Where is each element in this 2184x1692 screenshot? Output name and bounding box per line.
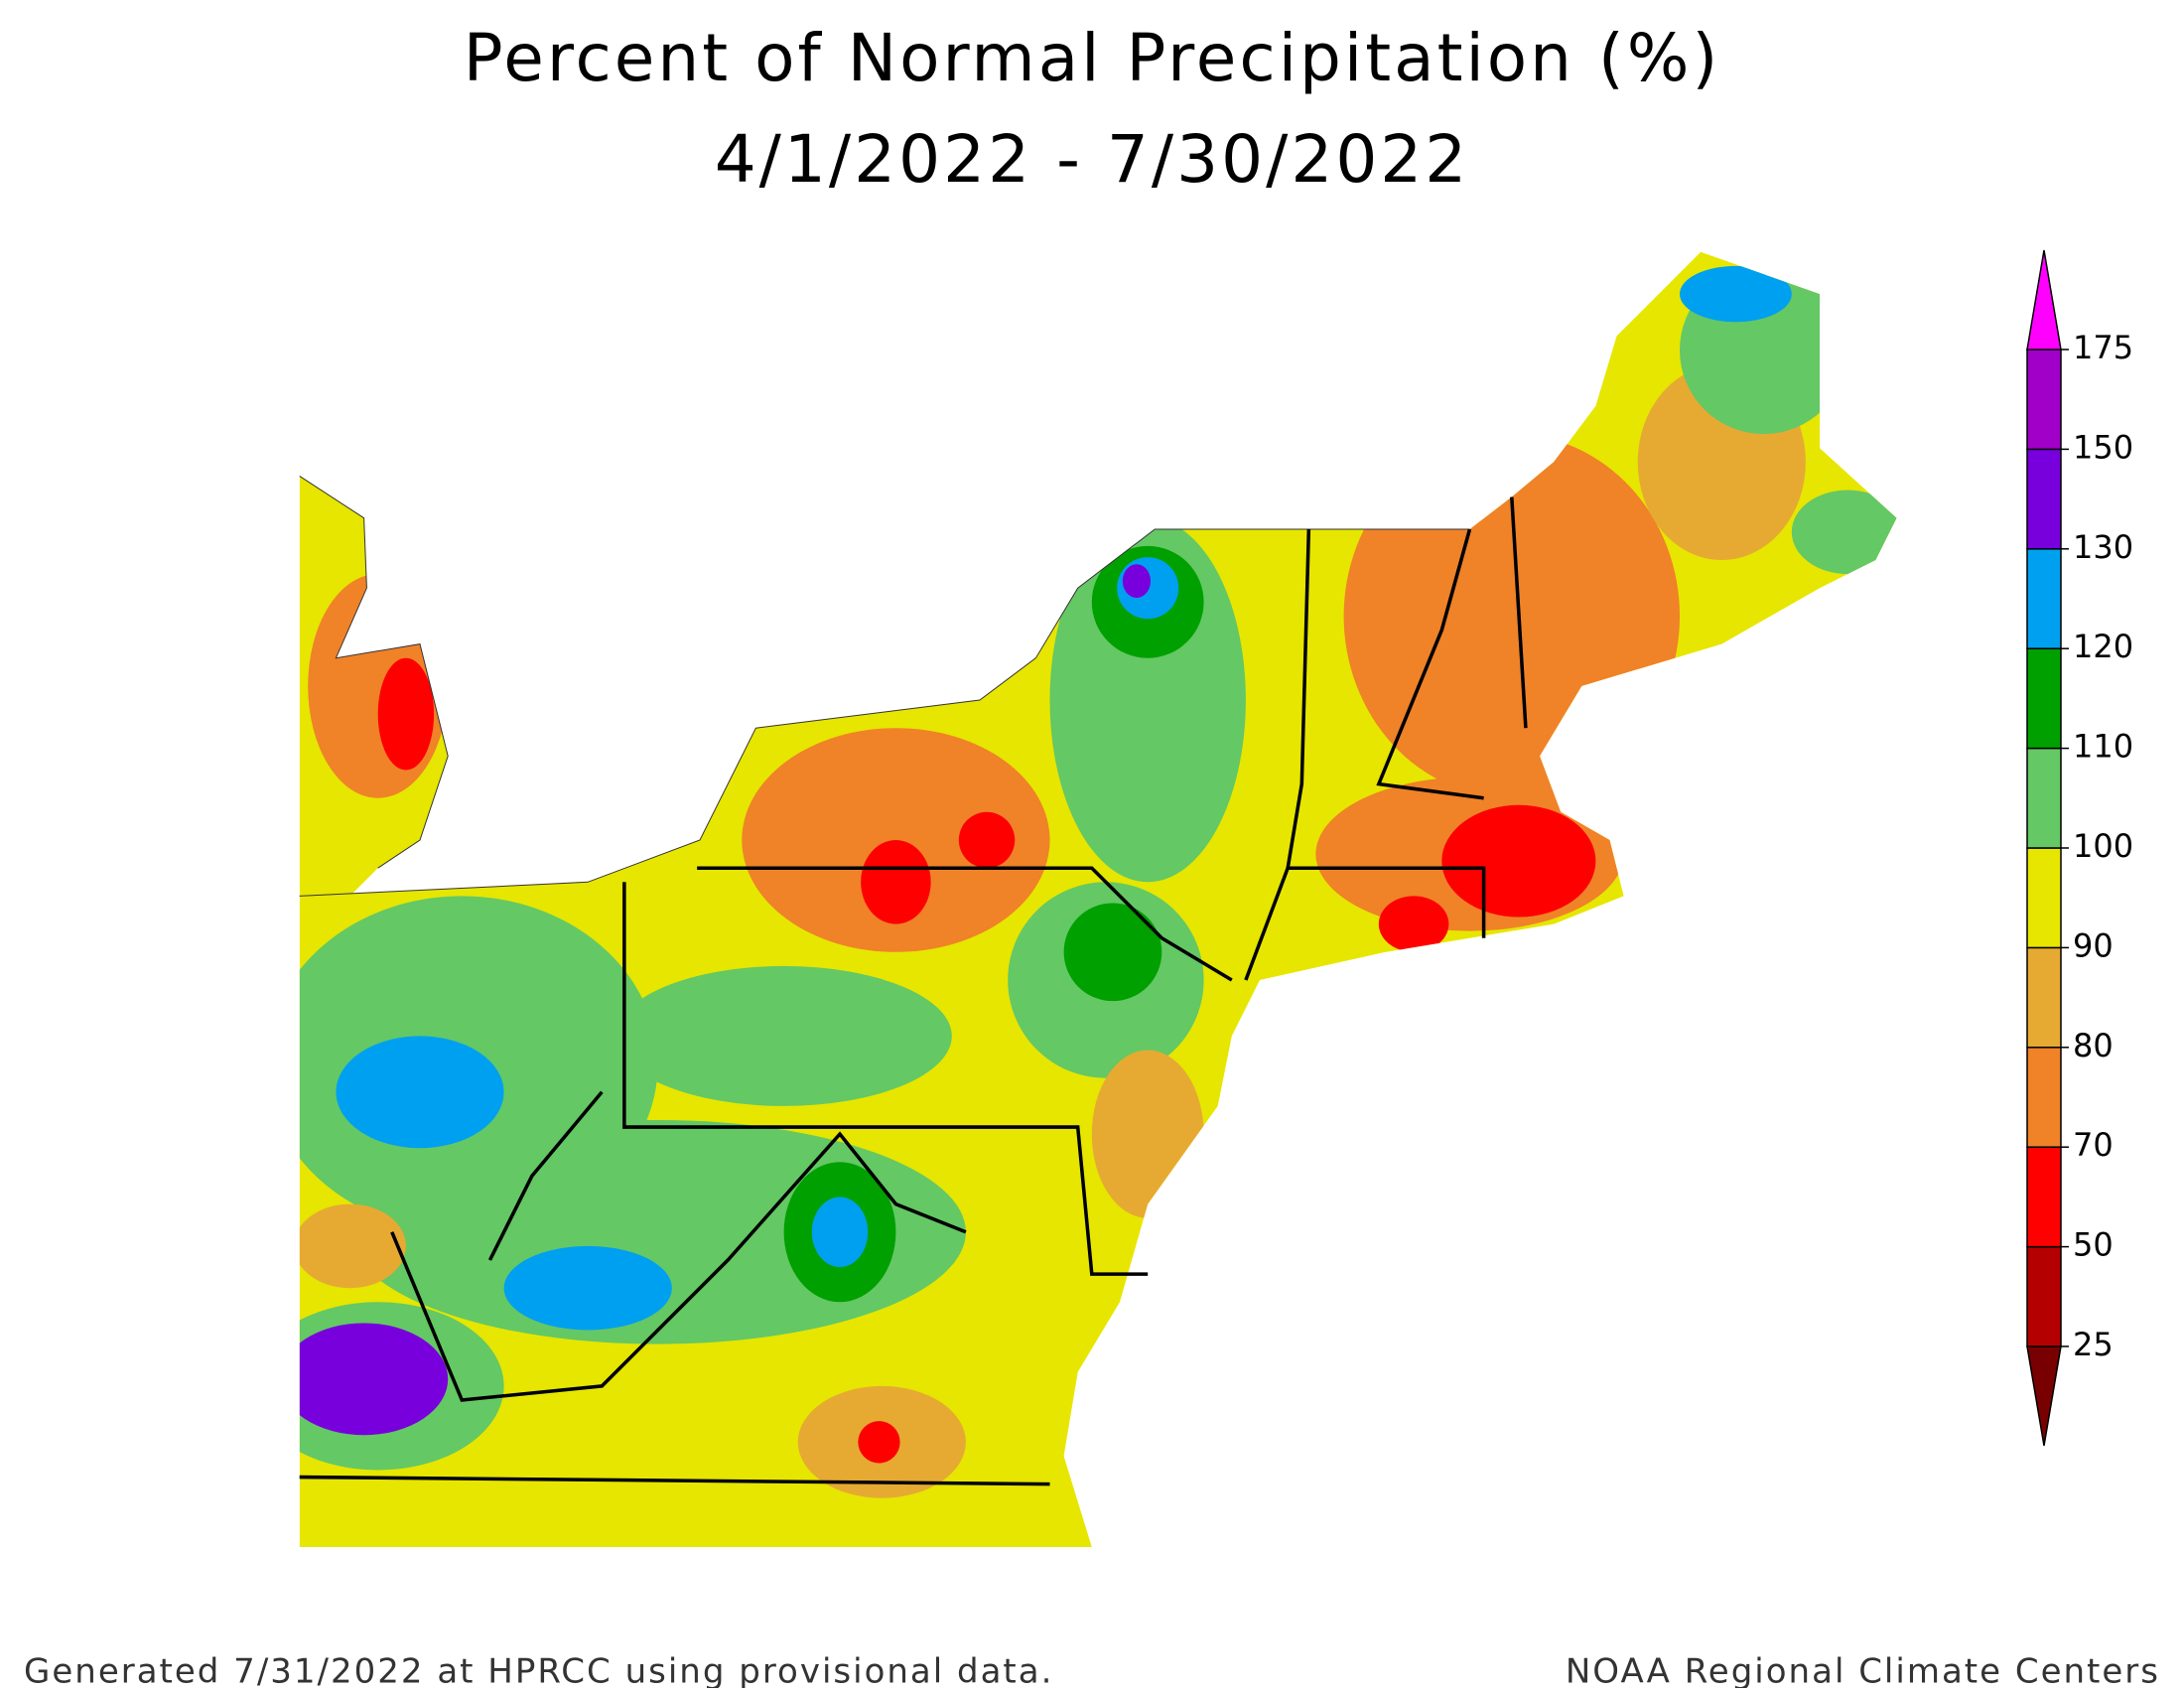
legend-tick-label: 70 [2073, 1126, 2114, 1164]
legend-swatch [2026, 349, 2062, 451]
legend-tick-label: 80 [2073, 1027, 2114, 1064]
legend-arrow-high [2026, 249, 2062, 351]
legend-swatch [2026, 548, 2062, 649]
legend-tick-label: 50 [2073, 1226, 2114, 1264]
map [299, 251, 1897, 1548]
legend-tick-label: 120 [2073, 628, 2133, 665]
legend-tick-label: 25 [2073, 1326, 2114, 1363]
footer-right: NOAA Regional Climate Centers [1566, 1652, 2160, 1689]
legend-tick-label: 100 [2073, 827, 2133, 865]
legend-tick-label: 175 [2073, 329, 2133, 366]
precip-field [299, 251, 1897, 1548]
footer-left: Generated 7/31/2022 at HPRCC using provi… [24, 1652, 1053, 1689]
legend: 25 50 70 80 90 100 110 120 130 150 175 [2026, 249, 2133, 1447]
legend-tick-label: 150 [2073, 428, 2133, 466]
legend-swatch [2026, 1146, 2062, 1248]
legend-swatch [2026, 1245, 2062, 1347]
legend-tick-label: 90 [2073, 926, 2114, 964]
legend-swatch [2026, 747, 2062, 849]
legend-swatch [2026, 946, 2062, 1049]
map-subtitle: 4/1/2022 - 7/30/2022 [715, 121, 1470, 198]
legend-swatch [2026, 448, 2062, 550]
legend-tick-label: 110 [2073, 728, 2133, 766]
legend-swatch [2026, 647, 2062, 750]
legend-swatch [2026, 847, 2062, 949]
legend-swatch [2026, 1047, 2062, 1148]
legend-tick-label: 130 [2073, 528, 2133, 566]
map-title: Percent of Normal Precipitation (%) [464, 20, 1720, 96]
legend-arrow-low [2026, 1345, 2062, 1447]
